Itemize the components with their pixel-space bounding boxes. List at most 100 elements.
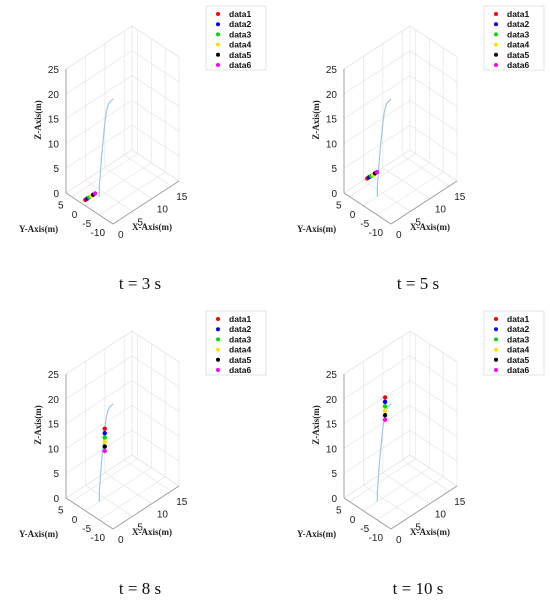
legend-marker-data1 (494, 317, 498, 321)
x-axis-line (390, 485, 458, 530)
legend-marker-data1 (494, 12, 498, 16)
legend-marker-data2 (494, 22, 498, 27)
y-tick-label: -5 (360, 524, 369, 535)
z-tick-label: 0 (53, 494, 59, 505)
z-tick-label: 20 (48, 395, 60, 406)
marker-data4 (382, 408, 388, 413)
legend-label-data1: data1 (507, 9, 529, 19)
gridline (98, 171, 166, 216)
gridline (343, 330, 411, 375)
y-tick-label: 5 (58, 201, 64, 212)
y-axis-title: Y-Axis(m) (19, 529, 58, 539)
y-tick-label: 5 (336, 506, 342, 517)
gridline (85, 180, 133, 212)
gridline (343, 75, 411, 119)
y-tick-label: 0 (350, 515, 356, 526)
z-tick-label: 15 (326, 115, 338, 126)
gridline (363, 162, 430, 207)
gridline (65, 330, 133, 375)
z-tick-label: 0 (53, 189, 59, 200)
gridline (65, 405, 133, 449)
gridline (343, 100, 411, 144)
gridline (409, 380, 458, 412)
marker-data1 (102, 426, 107, 431)
x-tick-label: 0 (396, 535, 402, 546)
y-tick-label: 5 (336, 201, 342, 212)
y-tick-label: -10 (91, 228, 106, 239)
gridline (343, 25, 411, 70)
gridline (409, 50, 458, 83)
z-tick-label: 5 (331, 469, 337, 480)
panel-caption: t = 8 s (119, 579, 161, 598)
gridline (65, 149, 133, 194)
legend-label-data4: data4 (507, 345, 529, 355)
legend-label-data3: data3 (507, 334, 529, 344)
marker-data3 (382, 404, 388, 409)
panel-caption: t = 10 s (393, 579, 444, 598)
gridline (363, 467, 430, 512)
legend-label-data5: data5 (507, 355, 529, 365)
y-tick-label: -5 (82, 219, 91, 230)
gridline (131, 330, 180, 363)
legend-box (205, 5, 267, 71)
gridline (131, 25, 180, 58)
gridline (65, 50, 133, 95)
legend-label-data5: data5 (229, 355, 251, 365)
gridline (131, 149, 180, 182)
legend-label-data4: data4 (229, 40, 251, 50)
legend-label-data5: data5 (229, 50, 251, 60)
legend-label-data2: data2 (229, 19, 251, 29)
legend-label-data2: data2 (229, 324, 251, 334)
z-tick-label: 0 (331, 189, 337, 200)
marker-data3 (102, 435, 107, 440)
z-tick-label: 15 (48, 115, 60, 126)
legend-label-data6: data6 (229, 365, 251, 375)
legend-label-data4: data4 (507, 40, 529, 50)
gridline (409, 100, 458, 132)
x-tick-label: 5 (137, 522, 143, 533)
legend-marker-data4 (216, 42, 220, 47)
x-tick-label: 0 (118, 535, 124, 546)
gridline (343, 429, 411, 474)
z-tick-label: 5 (331, 164, 337, 175)
gridline (343, 50, 411, 95)
x-axis-line (390, 180, 458, 225)
gridline (131, 429, 180, 462)
legend-label-data5: data5 (507, 50, 529, 60)
panel-caption: t = 5 s (397, 274, 439, 293)
gridline (131, 75, 180, 107)
legend-box (483, 310, 545, 376)
gridline (65, 100, 133, 144)
x-tick-label: 0 (118, 230, 124, 241)
gridline (343, 454, 411, 499)
gridline (65, 380, 133, 424)
gridline (131, 355, 180, 388)
z-tick-label: 0 (331, 494, 337, 505)
gridline (363, 180, 411, 212)
trajectory-line (376, 98, 392, 197)
marker-data6 (382, 417, 388, 422)
gridline (131, 50, 180, 83)
z-tick-label: 15 (326, 420, 338, 431)
trajectory-line (98, 403, 114, 502)
y-tick-label: -5 (82, 524, 91, 535)
legend-label-data6: data6 (507, 365, 529, 375)
z-tick-label: 10 (48, 139, 60, 150)
gridline (343, 355, 411, 400)
y-axis-line (343, 497, 392, 530)
gridline (85, 467, 152, 512)
legend-box (483, 5, 545, 71)
gridline (402, 154, 450, 187)
gridline (85, 485, 133, 517)
chart-panel-3: 051015-10-5050510152025X-Axis(m)Y-Axis(m… (19, 310, 267, 598)
legend-marker-data4 (494, 42, 498, 47)
marker-data4 (102, 439, 107, 445)
gridline (65, 124, 133, 169)
legend-label-data3: data3 (229, 29, 251, 39)
legend-marker-data1 (216, 12, 220, 16)
x-tick-label: 10 (157, 510, 169, 521)
panel-caption: t = 3 s (119, 274, 161, 293)
y-tick-label: -5 (360, 219, 369, 230)
marker-data2 (382, 399, 388, 405)
